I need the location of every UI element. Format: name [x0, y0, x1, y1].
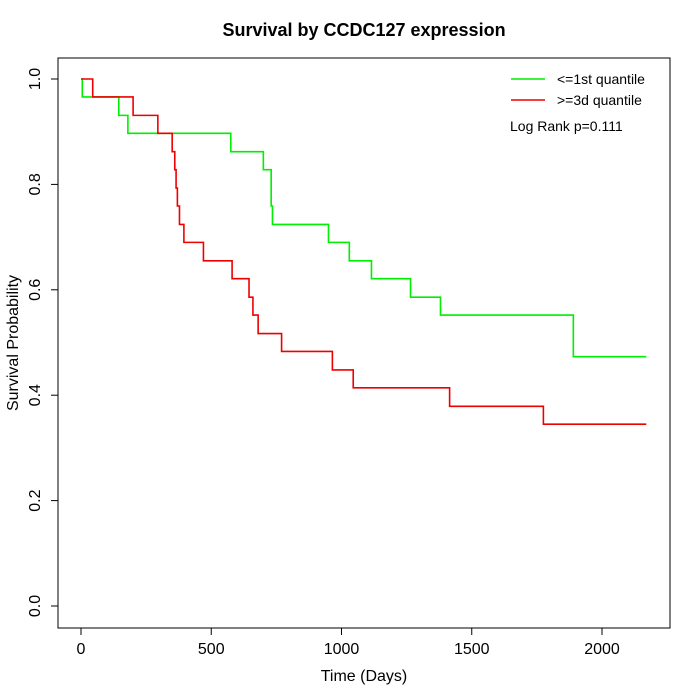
series-layer — [81, 78, 647, 425]
y-tick-label: 1.0 — [27, 68, 44, 90]
series-line-2 — [81, 78, 647, 425]
plot-area-border — [57, 57, 671, 629]
x-tick-label: 1000 — [324, 641, 360, 658]
x-tick-label: 2000 — [584, 641, 620, 658]
x-axis-title: Time (Days) — [321, 668, 408, 685]
y-tick-label: 0.6 — [27, 279, 44, 301]
y-tick-label: 0.2 — [27, 489, 44, 511]
series-line-1 — [81, 78, 647, 358]
y-axis: 0.0 0.2 0.4 0.6 0.8 1.0 — [27, 68, 59, 617]
y-tick-label: 0.8 — [27, 173, 44, 195]
y-tick-label: 0.0 — [27, 595, 44, 617]
y-tick-label: 0.4 — [27, 384, 44, 406]
x-axis: 0 500 1000 1500 2000 — [77, 627, 620, 658]
legend-label-2: >=3d quantile — [557, 92, 642, 108]
log-rank-annotation: Log Rank p=0.111 — [510, 118, 623, 134]
x-tick-label: 0 — [77, 641, 86, 658]
y-axis-title: Survival Probability — [5, 275, 22, 411]
x-tick-label: 1500 — [454, 641, 490, 658]
chart-title: Survival by CCDC127 expression — [222, 20, 505, 40]
x-tick-label: 500 — [198, 641, 225, 658]
legend: <=1st quantile >=3d quantile — [511, 71, 645, 108]
legend-label-1: <=1st quantile — [557, 71, 645, 87]
